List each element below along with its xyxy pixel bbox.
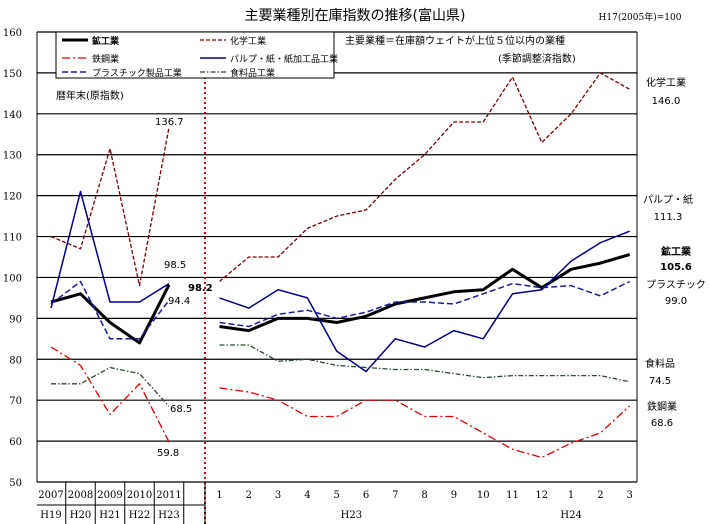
- series-line-monthly: [219, 387, 631, 459]
- x-tick-label-year: 2010: [127, 490, 152, 501]
- x-tick-label-era: H21: [99, 510, 120, 521]
- x-tick-label-year: 2011: [156, 490, 181, 501]
- x-tick-label-year: 2007: [38, 490, 63, 501]
- series-line-annual: [51, 366, 170, 407]
- x-tick-label-month: 8: [421, 490, 427, 501]
- y-tick-label: 140: [3, 110, 22, 121]
- data-label-latest: 146.0: [652, 96, 681, 107]
- subtitle-line-2: (季節調整済指数): [498, 52, 576, 65]
- y-tick-label: 160: [3, 28, 22, 39]
- base-note: H17(2005年)=100: [599, 11, 682, 23]
- data-label-annual: 94.4: [168, 296, 190, 307]
- legend-label: 化学工業: [230, 35, 266, 47]
- x-tick-label-year: 2008: [68, 490, 93, 501]
- x-tick-label-month: 6: [363, 490, 369, 501]
- y-tick-label: 100: [3, 273, 22, 284]
- x-tick-label-month: 2: [597, 490, 603, 501]
- x-tick-label-month: 1: [568, 490, 574, 501]
- series-group: [50, 72, 631, 459]
- x-era-label: H24: [560, 510, 581, 521]
- data-label-series-name: パルプ・紙: [643, 193, 693, 206]
- data-label-latest: 68.6: [651, 418, 673, 429]
- legend-label: 鉱工業: [92, 35, 120, 47]
- y-tick-label: 90: [9, 314, 22, 325]
- x-tick-label-month: 11: [506, 490, 519, 501]
- data-label-latest: 111.3: [654, 212, 683, 223]
- subtitle-line-1: 主要業種＝在庫額ウェイトが上位５位以内の業種: [345, 34, 565, 47]
- x-tick-label-month: 10: [477, 490, 490, 501]
- y-tick-label: 70: [9, 396, 22, 407]
- data-label-series-name: プラスチック: [646, 279, 706, 291]
- x-tick-label-month: 1: [216, 490, 222, 501]
- series-line-annual: [50, 346, 170, 443]
- y-tick-label: 150: [3, 69, 22, 80]
- data-label-annual: 98.2: [188, 283, 213, 294]
- x-tick-label-month: 5: [334, 490, 340, 501]
- y-tick-label: 80: [9, 355, 22, 366]
- data-label-annual: 98.5: [164, 260, 186, 271]
- data-label-latest: 74.5: [649, 376, 671, 387]
- x-era-label: H23: [341, 510, 362, 521]
- annual-note: 暦年末(原指数): [56, 89, 124, 102]
- x-tick-label-era: H23: [158, 510, 179, 521]
- x-tick-label-era: H22: [129, 510, 150, 521]
- y-tick-label: 120: [3, 192, 22, 203]
- x-tick-label-month: 12: [535, 490, 548, 501]
- grid: [36, 31, 638, 483]
- series-line-annual: [50, 284, 171, 345]
- y-axis: 50 60 70 80 90 100 110 120 130 140 150 160: [3, 28, 22, 489]
- data-labels: 98.2 鉱工業 105.6 136.7 化学工業 146.0 59.8 鉄鋼業 68.6 98.…: [155, 76, 706, 459]
- x-tick-label-era: H20: [70, 510, 91, 521]
- series-line-monthly: [219, 280, 631, 328]
- legend-label: プラスチック製品工業: [92, 67, 182, 79]
- legend-label: 鉄鋼業: [92, 53, 119, 65]
- y-tick-label: 130: [3, 151, 22, 162]
- data-label-series-name: 食料品: [645, 357, 675, 370]
- data-label-annual: 136.7: [155, 117, 184, 128]
- data-label-series-name: 鉱工業: [661, 245, 692, 258]
- data-label-annual: 68.5: [170, 404, 192, 415]
- x-tick-label-month: 4: [304, 490, 310, 501]
- series-line-monthly: [219, 344, 630, 383]
- y-tick-label: 50: [9, 478, 22, 489]
- data-label-series-name: 化学工業: [646, 76, 686, 89]
- y-tick-label: 60: [9, 437, 22, 448]
- series-line-monthly: [219, 72, 631, 282]
- x-tick-label-era: H19: [40, 510, 61, 521]
- legend-box: [55, 31, 335, 79]
- data-label-latest: 99.0: [665, 296, 687, 307]
- x-tick-label-month: 3: [275, 490, 281, 501]
- chart-title: 主要業種別在庫指数の推移(富山県): [245, 7, 466, 24]
- series-line-annual: [50, 190, 170, 309]
- data-label-series-name: 鉄鋼業: [647, 400, 677, 413]
- data-label-latest: 105.6: [660, 262, 692, 273]
- x-tick-label-year: 2009: [97, 490, 122, 501]
- legend-label: パルプ・紙・紙加工品工業: [230, 53, 338, 65]
- y-tick-label: 110: [3, 233, 22, 244]
- x-tick-label-month: 9: [451, 490, 457, 501]
- series-line-annual: [50, 280, 170, 340]
- series-line-monthly: [219, 253, 631, 333]
- x-tick-label-month: 7: [392, 490, 398, 501]
- x-tick-label-month: 2: [246, 490, 252, 501]
- series-line-monthly: [219, 230, 630, 373]
- legend-label: 食料品工業: [230, 67, 275, 79]
- x-tick-label-month: 3: [627, 490, 633, 501]
- data-label-annual: 59.8: [157, 448, 179, 459]
- series-line-annual: [50, 127, 170, 287]
